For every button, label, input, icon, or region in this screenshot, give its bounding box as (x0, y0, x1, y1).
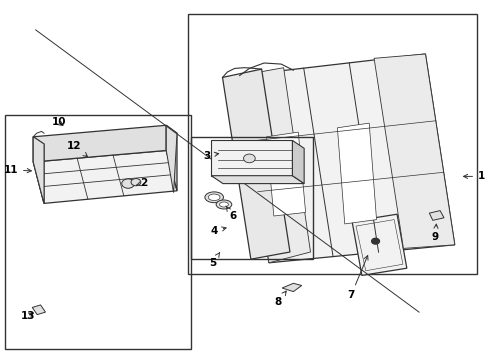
Polygon shape (222, 69, 289, 259)
Polygon shape (428, 211, 443, 220)
Text: 7: 7 (346, 256, 367, 300)
Text: 12: 12 (67, 141, 87, 157)
Bar (190, 137, 312, 259)
Text: 13: 13 (21, 311, 36, 321)
Text: 9: 9 (431, 224, 438, 242)
Circle shape (131, 179, 141, 186)
Circle shape (122, 179, 134, 188)
Polygon shape (33, 125, 166, 162)
Polygon shape (337, 123, 376, 224)
Polygon shape (266, 132, 305, 216)
Text: 5: 5 (209, 253, 219, 268)
Polygon shape (211, 140, 292, 176)
Text: 11: 11 (3, 165, 31, 175)
Polygon shape (166, 125, 177, 193)
Polygon shape (239, 54, 454, 263)
Ellipse shape (204, 192, 223, 203)
Text: 6: 6 (225, 206, 236, 221)
Polygon shape (216, 140, 233, 166)
Polygon shape (211, 176, 304, 184)
Polygon shape (33, 137, 44, 203)
Bar (188, 14, 476, 274)
Text: 2: 2 (136, 178, 146, 188)
Ellipse shape (216, 200, 231, 209)
Text: 3: 3 (203, 150, 218, 161)
Text: 10: 10 (51, 117, 66, 127)
Polygon shape (292, 140, 304, 184)
Polygon shape (351, 214, 406, 275)
Polygon shape (32, 305, 45, 315)
Polygon shape (239, 68, 310, 263)
Polygon shape (166, 125, 177, 191)
Ellipse shape (219, 202, 228, 207)
Bar (5, 115, 190, 349)
Polygon shape (282, 283, 301, 292)
Text: 4: 4 (210, 226, 225, 236)
Circle shape (371, 238, 379, 244)
Polygon shape (373, 54, 454, 248)
Polygon shape (33, 137, 44, 203)
Circle shape (243, 154, 255, 163)
Ellipse shape (208, 194, 220, 201)
Polygon shape (33, 150, 177, 203)
Text: 8: 8 (274, 291, 285, 307)
Text: 1: 1 (463, 171, 484, 181)
